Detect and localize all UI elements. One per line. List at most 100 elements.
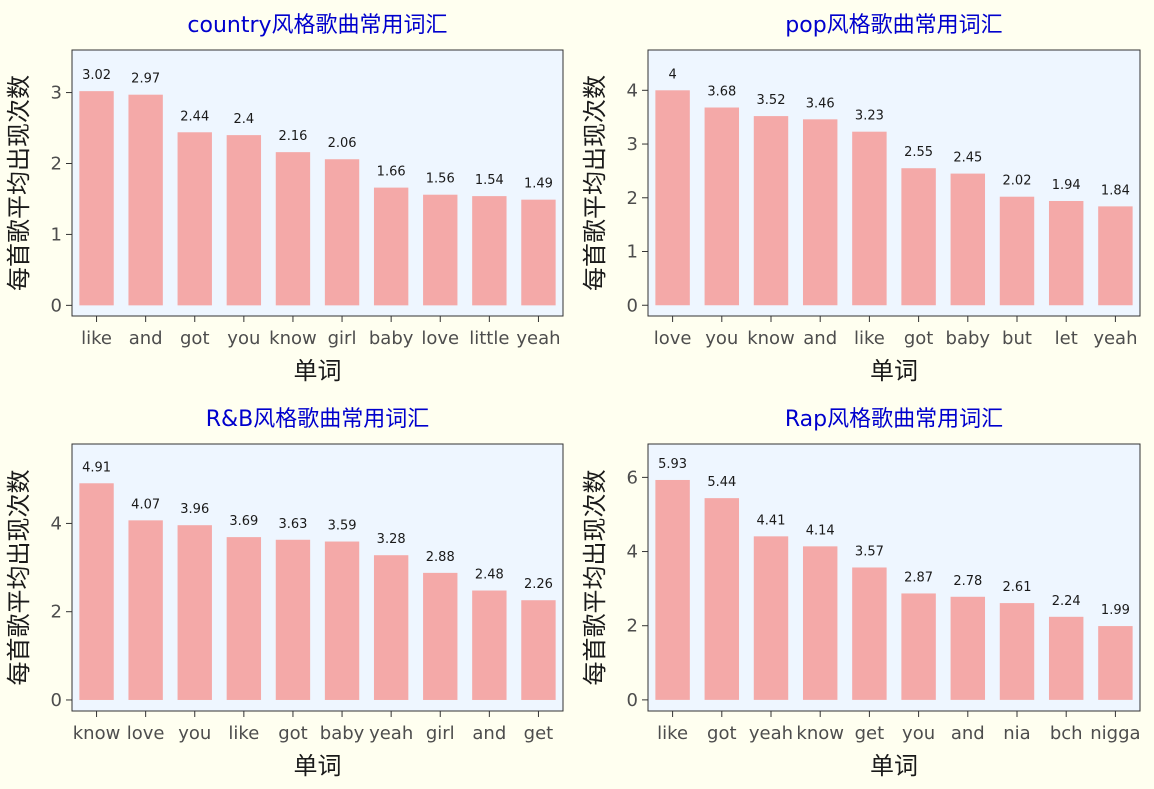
data-label: 2.61 — [1003, 580, 1032, 595]
data-label: 4.41 — [757, 513, 786, 528]
data-label: 1.66 — [377, 165, 406, 180]
x-tick-label: know — [269, 328, 317, 349]
x-tick-label: you — [902, 723, 935, 744]
bar-love — [128, 520, 163, 700]
x-tick-label: love — [654, 328, 692, 349]
x-tick-label: little — [469, 328, 509, 349]
bar-girl — [423, 572, 458, 700]
data-label: 2.78 — [953, 574, 982, 589]
x-tick-label: got — [278, 723, 308, 744]
bar-you — [901, 593, 936, 700]
x-axis-title: 单词 — [294, 752, 342, 780]
bar-baby — [324, 541, 360, 700]
x-axis-title: 单词 — [870, 357, 918, 385]
data-label: 2.88 — [426, 550, 455, 565]
x-tick-label: you — [178, 723, 211, 744]
y-tick-label: 4 — [627, 542, 638, 563]
x-tick-label: you — [705, 328, 738, 349]
data-label: 3.52 — [757, 93, 786, 108]
bar-you — [704, 107, 740, 306]
x-tick-label: yeah — [749, 723, 793, 744]
bar-like — [655, 479, 690, 700]
bar-got — [177, 132, 212, 306]
y-tick-label: 0 — [627, 690, 638, 711]
chart-title: country风格歌曲常用词汇 — [187, 13, 447, 38]
x-tick-label: get — [855, 723, 885, 744]
bar-little — [472, 196, 507, 306]
x-tick-label: love — [421, 328, 459, 349]
data-label: 3.59 — [328, 519, 357, 534]
y-axis-title: 每首歌平均出现次数 — [5, 470, 33, 686]
data-label: 2.02 — [1003, 174, 1032, 189]
bar-love — [655, 90, 690, 306]
y-tick-label: 3 — [51, 83, 62, 104]
x-tick-label: yeah — [516, 328, 560, 349]
y-tick-label: 0 — [51, 690, 62, 711]
x-tick-label: nia — [1003, 723, 1030, 744]
data-label: 2.4 — [234, 112, 255, 127]
y-tick-label: 4 — [627, 80, 638, 101]
x-tick-label: got — [180, 328, 210, 349]
x-tick-label: baby — [946, 328, 991, 349]
data-label: 3.63 — [278, 517, 307, 532]
chart-title: Rap风格歌曲常用词汇 — [785, 407, 1003, 432]
data-label: 3.68 — [707, 84, 736, 99]
data-label: 2.87 — [904, 570, 933, 585]
bar-let — [1048, 201, 1084, 306]
data-label: 2.97 — [131, 72, 160, 87]
x-tick-label: like — [228, 723, 259, 744]
x-tick-label: and — [803, 328, 837, 349]
bar-baby — [373, 187, 409, 306]
bar-know — [753, 116, 789, 306]
data-label: 3.46 — [806, 96, 835, 111]
data-label: 3.96 — [180, 502, 209, 517]
bar-but — [999, 196, 1035, 306]
y-tick-label: 3 — [627, 134, 638, 155]
data-label: 3.28 — [377, 532, 406, 547]
x-tick-label: baby — [369, 328, 414, 349]
bar-nigga — [1098, 626, 1133, 700]
bar-like — [226, 537, 262, 700]
bar-know — [275, 152, 311, 306]
data-label: 2.45 — [953, 151, 982, 166]
data-label: 4.14 — [806, 523, 835, 538]
bar-yeah — [753, 536, 789, 700]
data-label: 1.84 — [1101, 183, 1130, 198]
bar-yeah — [373, 555, 409, 700]
x-tick-label: bch — [1050, 723, 1083, 744]
bar-and — [802, 119, 838, 306]
y-tick-label: 2 — [627, 188, 638, 209]
data-label: 2.24 — [1052, 594, 1081, 609]
x-tick-label: yeah — [369, 723, 413, 744]
x-tick-label: yeah — [1093, 328, 1137, 349]
bar-and — [128, 94, 163, 306]
x-tick-label: nigga — [1090, 723, 1140, 744]
bar-got — [901, 168, 936, 306]
x-tick-label: like — [854, 328, 885, 349]
y-tick-label: 0 — [51, 295, 62, 316]
data-label: 5.44 — [707, 475, 736, 490]
bar-nia — [999, 603, 1035, 700]
y-axis-title: 每首歌平均出现次数 — [581, 470, 609, 686]
y-tick-label: 1 — [51, 224, 62, 245]
bar-know — [79, 483, 114, 700]
x-tick-label: and — [472, 723, 506, 744]
x-tick-label: know — [747, 328, 795, 349]
chart-title: pop风格歌曲常用词汇 — [785, 13, 1002, 38]
data-label: 4.91 — [82, 460, 111, 475]
bar-baby — [950, 173, 986, 306]
bar-get — [521, 600, 556, 700]
x-tick-label: know — [796, 723, 844, 744]
data-label: 4 — [668, 67, 676, 82]
bar-love — [423, 194, 458, 306]
data-label: 1.94 — [1052, 178, 1081, 193]
x-tick-label: get — [524, 723, 554, 744]
y-axis-title: 每首歌平均出现次数 — [5, 75, 33, 291]
x-tick-label: but — [1002, 328, 1032, 349]
bar-know — [802, 546, 838, 700]
data-label: 2.26 — [524, 577, 553, 592]
bar-like — [79, 91, 114, 306]
data-label: 1.49 — [524, 177, 553, 192]
bar-you — [226, 135, 262, 306]
